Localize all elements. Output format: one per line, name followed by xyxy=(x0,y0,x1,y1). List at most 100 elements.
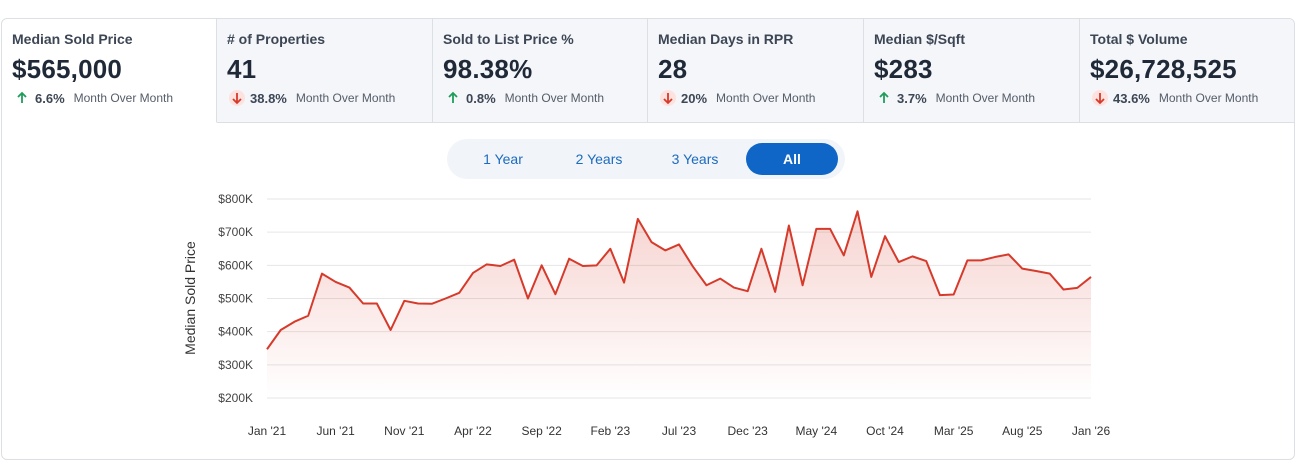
data-point[interactable] xyxy=(855,208,861,214)
data-point[interactable] xyxy=(594,262,600,268)
data-point[interactable] xyxy=(333,279,339,285)
data-point[interactable] xyxy=(1047,271,1053,277)
stat-value: 28 xyxy=(658,54,688,84)
data-point[interactable] xyxy=(1061,287,1067,293)
data-point[interactable] xyxy=(923,258,929,264)
data-point[interactable] xyxy=(607,246,613,252)
stat-change-percent: 38.8% xyxy=(250,90,287,106)
stat-tab-median-sold-price[interactable]: Median Sold Price $565,000 6.6% Month Ov… xyxy=(2,19,217,123)
data-point[interactable] xyxy=(800,282,806,288)
x-tick-label: Mar '25 xyxy=(934,424,974,438)
y-tick-label: $500K xyxy=(218,292,253,306)
data-point[interactable] xyxy=(539,262,545,268)
data-point[interactable] xyxy=(497,263,503,269)
data-point[interactable] xyxy=(896,259,902,265)
x-tick-label: Aug '25 xyxy=(1002,424,1043,438)
data-point[interactable] xyxy=(291,319,297,325)
data-point[interactable] xyxy=(346,285,352,291)
stat-change-period: Month Over Month xyxy=(1158,91,1259,105)
data-point[interactable] xyxy=(415,300,421,306)
data-point[interactable] xyxy=(841,252,847,258)
data-point[interactable] xyxy=(1088,274,1094,280)
data-point[interactable] xyxy=(937,292,943,298)
data-point[interactable] xyxy=(525,296,531,302)
price-line[interactable] xyxy=(266,210,1092,350)
data-point[interactable] xyxy=(566,256,572,262)
stat-change-percent: 0.8% xyxy=(466,90,496,106)
y-tick-label: $600K xyxy=(218,258,253,272)
data-point[interactable] xyxy=(456,290,462,296)
stat-value: 98.38% xyxy=(443,54,533,84)
data-point[interactable] xyxy=(827,226,833,232)
arrow-up-icon xyxy=(445,90,461,106)
data-point[interactable] xyxy=(1006,251,1012,257)
stat-change: 6.6% Month Over Month xyxy=(12,89,216,107)
stat-change-period: Month Over Month xyxy=(935,91,1036,105)
data-point[interactable] xyxy=(1074,285,1080,291)
data-point[interactable] xyxy=(621,280,627,286)
data-point[interactable] xyxy=(909,253,915,259)
data-point[interactable] xyxy=(264,346,270,352)
stat-tab-number-of-properties[interactable]: # of Properties 41 38.8% Month Over Mont… xyxy=(217,19,433,123)
data-point[interactable] xyxy=(786,223,792,229)
data-point[interactable] xyxy=(717,276,723,282)
y-axis-ticks: $800K $700K $600K $500K $400K $300K $200K xyxy=(218,192,253,405)
data-point[interactable] xyxy=(580,263,586,269)
stat-tabs: Median Sold Price $565,000 6.6% Month Ov… xyxy=(2,19,1294,123)
data-point[interactable] xyxy=(278,327,284,333)
data-point[interactable] xyxy=(388,327,394,333)
data-point[interactable] xyxy=(649,239,655,245)
data-point[interactable] xyxy=(1033,268,1039,274)
data-point[interactable] xyxy=(1019,266,1025,272)
stat-tab-median-per-sqft[interactable]: Median $/Sqft $283 3.7% Month Over Month xyxy=(864,19,1080,123)
stat-tab-sold-to-list[interactable]: Sold to List Price % 98.38% 0.8% Month O… xyxy=(433,19,648,123)
data-point[interactable] xyxy=(978,257,984,263)
data-point[interactable] xyxy=(813,226,819,232)
data-point[interactable] xyxy=(882,233,888,239)
data-point[interactable] xyxy=(360,300,366,306)
stat-label: # of Properties xyxy=(227,31,326,47)
range-2-years-button[interactable]: 2 Years xyxy=(575,151,623,167)
x-tick-label: Jul '23 xyxy=(662,424,697,438)
range-all-button[interactable]: All xyxy=(746,143,838,175)
stat-change-period: Month Over Month xyxy=(73,91,174,105)
arrow-down-icon xyxy=(229,90,245,106)
x-tick-label: Dec '23 xyxy=(728,424,769,438)
data-point[interactable] xyxy=(511,257,517,263)
data-point[interactable] xyxy=(305,313,311,319)
data-point[interactable] xyxy=(429,301,435,307)
data-point[interactable] xyxy=(703,282,709,288)
data-point[interactable] xyxy=(676,241,682,247)
range-1-year-button[interactable]: 1 Year xyxy=(483,151,523,167)
stat-tab-median-days[interactable]: Median Days in RPR 28 20% Month Over Mon… xyxy=(648,19,864,123)
data-point[interactable] xyxy=(635,216,641,222)
data-point[interactable] xyxy=(484,261,490,267)
data-point[interactable] xyxy=(443,296,449,302)
data-point[interactable] xyxy=(992,254,998,260)
x-tick-label: Sep '22 xyxy=(522,424,563,438)
arrow-down-icon xyxy=(1092,90,1108,106)
data-point[interactable] xyxy=(868,274,874,280)
stat-change-percent: 43.6% xyxy=(1113,90,1150,106)
range-3-years-button[interactable]: 3 Years xyxy=(671,151,719,167)
data-point[interactable] xyxy=(951,292,957,298)
data-point[interactable] xyxy=(772,289,778,295)
data-point[interactable] xyxy=(401,298,407,304)
data-point[interactable] xyxy=(731,285,737,291)
data-point[interactable] xyxy=(690,263,696,269)
time-range-selector: 1 Year 2 Years 3 Years All xyxy=(447,139,845,179)
stat-label: Median $/Sqft xyxy=(874,31,966,47)
arrow-down-icon xyxy=(660,90,676,106)
data-point[interactable] xyxy=(745,288,751,294)
data-point[interactable] xyxy=(758,246,764,252)
data-point[interactable] xyxy=(552,291,558,297)
data-point[interactable] xyxy=(662,247,668,253)
data-point[interactable] xyxy=(319,271,325,277)
y-tick-label: $400K xyxy=(218,325,253,339)
stat-label: Median Sold Price xyxy=(12,31,133,47)
data-point[interactable] xyxy=(470,270,476,276)
data-point[interactable] xyxy=(964,257,970,263)
x-tick-label: Jan '26 xyxy=(1072,424,1111,438)
stat-tab-total-volume[interactable]: Total $ Volume $26,728,525 43.6% Month O… xyxy=(1080,19,1294,123)
data-point[interactable] xyxy=(374,300,380,306)
